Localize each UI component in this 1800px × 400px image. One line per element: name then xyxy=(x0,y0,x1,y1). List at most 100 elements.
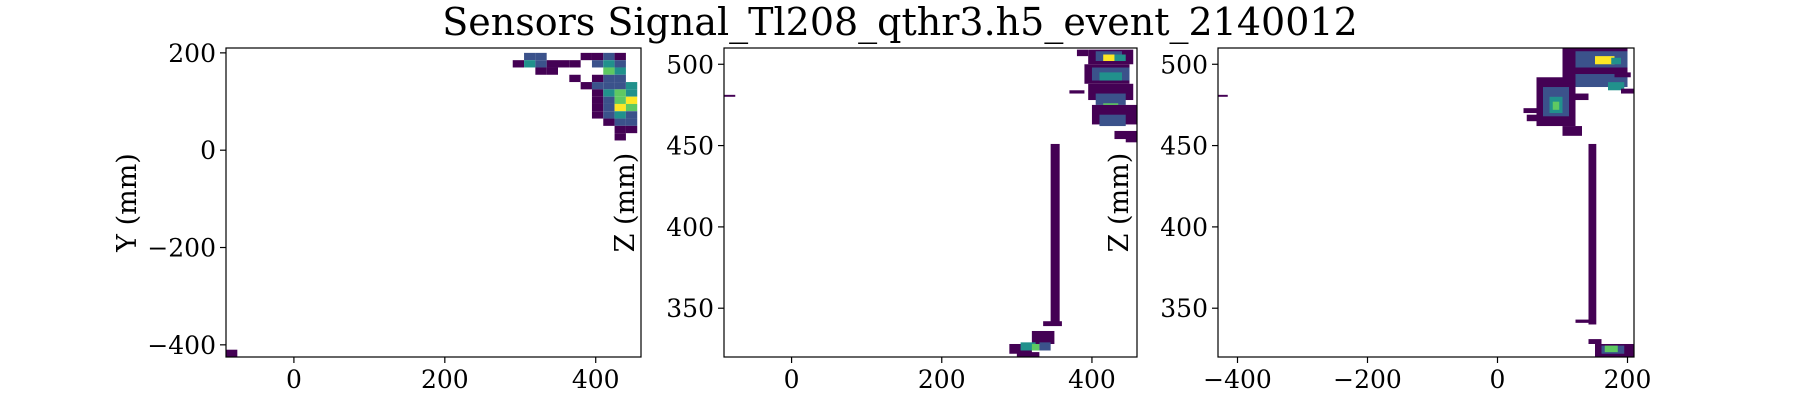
heatmap-cell xyxy=(535,52,547,61)
heatmap-cell xyxy=(1608,82,1625,91)
tick-group-yz: −400 −200 0 200 500 450 400 350 xyxy=(1160,50,1651,394)
heatmap-cell xyxy=(591,60,604,68)
heatmap-cells-xz xyxy=(724,49,1137,357)
heatmap-cell xyxy=(625,125,638,134)
y-tick-label: −400 xyxy=(147,331,216,360)
heatmap-cell xyxy=(1103,54,1115,62)
y-tick-label: 350 xyxy=(666,294,714,323)
heatmap-cell xyxy=(603,96,615,104)
tick-group-xy: 0 200 400 200 0 −200 −400 xyxy=(147,39,619,394)
x-tick-label: 200 xyxy=(421,365,469,394)
heatmap-cell xyxy=(614,111,626,119)
x-tick-label: 400 xyxy=(572,365,620,394)
y-tick-label: 200 xyxy=(168,39,216,68)
heatmap-cell xyxy=(603,67,615,75)
y-tick-label: 0 xyxy=(200,136,216,165)
heatmap-cell xyxy=(546,67,558,75)
heatmap-cell xyxy=(1099,114,1126,127)
heatmap-cell xyxy=(603,82,615,90)
heatmap-cell xyxy=(1562,126,1582,136)
heatmap-cell xyxy=(1031,330,1055,344)
heatmap-cells-xy xyxy=(226,52,638,357)
x-tick-label: 0 xyxy=(286,365,302,394)
heatmap-cell xyxy=(569,60,581,68)
heatmap-cell xyxy=(1621,88,1634,94)
y-axis-label-xy: Y (mm) xyxy=(112,153,143,253)
heatmap-cell xyxy=(524,60,536,68)
heatmap-cell xyxy=(591,89,604,97)
heatmap-cell xyxy=(1125,135,1137,143)
heatmap-cell xyxy=(1569,93,1589,101)
heatmap-cell xyxy=(625,82,638,90)
heatmap-cell xyxy=(614,96,626,104)
y-tick-label: 500 xyxy=(1160,50,1208,79)
plot-frame-xy xyxy=(225,47,642,358)
heatmap-cell xyxy=(625,118,638,126)
heatmap-cell xyxy=(535,60,547,68)
heatmap-cell xyxy=(603,111,615,119)
heatmap-cell xyxy=(1076,49,1089,57)
heatmap-cell xyxy=(524,52,536,61)
heatmap-cell xyxy=(603,74,615,83)
heatmap-cell xyxy=(1039,342,1051,351)
heatmap-cell xyxy=(1523,108,1537,114)
y-tick-label: 450 xyxy=(666,132,714,161)
x-tick-label: 400 xyxy=(1068,365,1116,394)
x-tick-label: 0 xyxy=(784,365,800,394)
heatmap-cell xyxy=(591,74,604,83)
y-tick-label: 400 xyxy=(666,213,714,242)
x-tick-label: −400 xyxy=(1203,365,1272,394)
x-tick-label: 0 xyxy=(1490,365,1506,394)
heatmap-cells-yz xyxy=(1218,48,1634,357)
heatmap-cell xyxy=(1595,56,1615,65)
heatmap-cell xyxy=(1552,101,1560,110)
x-tick-label: 200 xyxy=(1604,365,1652,394)
heatmap-cell xyxy=(591,82,604,90)
heatmap-cell xyxy=(1604,345,1618,353)
heatmap-cell xyxy=(1588,143,1597,325)
y-axis-label-yz: Z (mm) xyxy=(1104,153,1135,253)
heatmap-cell xyxy=(614,74,626,83)
heatmap-cell xyxy=(724,94,736,97)
heatmap-cell xyxy=(591,111,604,119)
heatmap-cell xyxy=(625,111,638,119)
heatmap-cell xyxy=(614,118,626,126)
heatmap-cell xyxy=(614,82,626,90)
heatmap-cell xyxy=(614,60,626,68)
heatmap-cell xyxy=(614,89,626,97)
heatmap-cell xyxy=(614,125,626,134)
y-tick-label: −200 xyxy=(147,234,216,263)
y-tick-label: 500 xyxy=(666,50,714,79)
heatmap-cell xyxy=(1611,57,1621,65)
y-tick-label: 350 xyxy=(1160,294,1208,323)
heatmap-cell xyxy=(1218,94,1228,97)
heatmap-cell xyxy=(603,118,615,126)
heatmap-cell xyxy=(558,60,570,68)
heatmap-cell xyxy=(603,89,615,97)
heatmap-cell xyxy=(1099,72,1122,81)
heatmap-cell xyxy=(591,103,604,112)
heatmap-cell xyxy=(1016,352,1040,357)
heatmap-cell xyxy=(614,103,626,112)
heatmap-cell xyxy=(614,52,626,61)
heatmap-cell xyxy=(1575,319,1595,323)
heatmap-cell xyxy=(1043,321,1062,327)
y-tick-label: 400 xyxy=(1160,213,1208,242)
plot-frame-xz xyxy=(723,47,1138,358)
heatmap-cell xyxy=(603,52,615,61)
heatmap-cell xyxy=(1526,114,1540,122)
heatmap-cell xyxy=(1114,54,1126,62)
y-tick-label: 450 xyxy=(1160,132,1208,161)
x-tick-label: −200 xyxy=(1333,365,1402,394)
heatmap-cell xyxy=(1095,93,1126,105)
tick-group-xz: 0 200 400 500 450 400 350 xyxy=(666,50,1116,394)
heatmap-cell xyxy=(625,89,638,97)
heatmap-cell xyxy=(591,96,604,104)
heatmap-cell xyxy=(614,67,626,75)
heatmap-cell xyxy=(580,82,592,90)
heatmap-cell xyxy=(226,349,238,357)
heatmap-cell xyxy=(1114,130,1137,140)
